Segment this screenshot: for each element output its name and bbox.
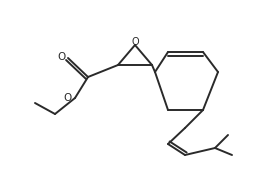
Text: O: O: [58, 52, 66, 62]
Text: O: O: [131, 37, 139, 47]
Text: O: O: [64, 93, 72, 103]
